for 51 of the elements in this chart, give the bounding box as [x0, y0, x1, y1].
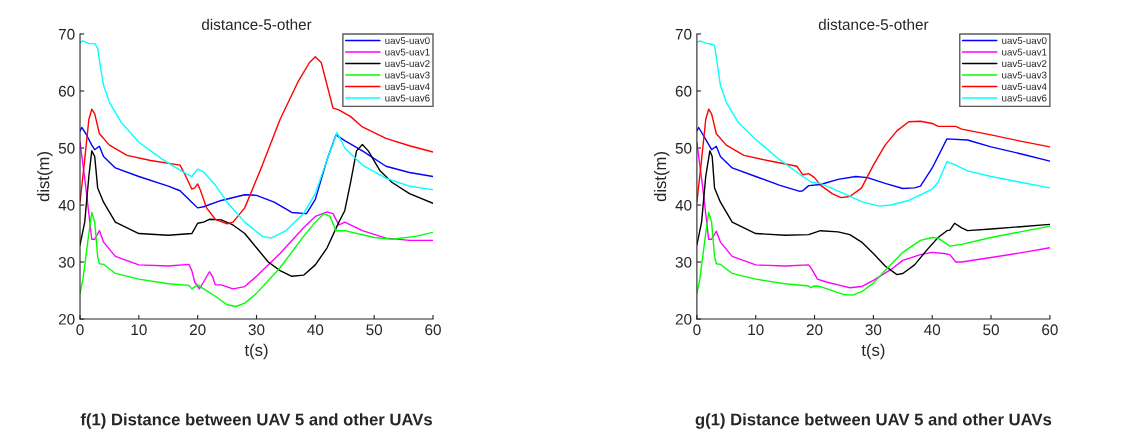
y-tick-label: 60 [675, 85, 692, 97]
legend-label: uav5-uav3 [385, 71, 430, 79]
line-series [80, 126, 433, 215]
y-tick-label: 50 [675, 142, 692, 154]
text: f(1) Distance between UAV 5 and other UAVs [80, 413, 432, 429]
legend-label: uav5-uav2 [1002, 60, 1047, 68]
legend-label: uav5-uav2 [385, 60, 430, 68]
text: g(1) Distance between UAV 5 and other UAVs [695, 413, 1052, 429]
y-axis-title: dist(m) [653, 152, 670, 202]
x-tick-label: 40 [924, 324, 941, 336]
y-tick-label: 40 [675, 199, 692, 211]
legend-label: uav5-uav1 [385, 48, 430, 56]
legend-label: uav5-uav3 [1002, 71, 1047, 79]
line-series [80, 56, 433, 225]
legend-label: uav5-uav1 [1002, 48, 1047, 56]
x-tick-label: 0 [693, 324, 701, 336]
y-tick-label: 30 [58, 256, 75, 268]
x-tick-label: 50 [983, 324, 999, 336]
x-tick-label: 10 [748, 324, 764, 336]
y-tick-label: 60 [58, 85, 75, 97]
y-axis-title: dist(m) [37, 152, 53, 202]
x-tick-label: 10 [131, 324, 147, 336]
x-tick-label: 40 [307, 324, 324, 336]
y-tick-label: 50 [58, 142, 75, 154]
y-tick-label: 40 [58, 199, 75, 211]
x-axis-title: t(s) [244, 343, 268, 360]
chart-title: distance-5-other [818, 18, 929, 30]
x-tick-label: 30 [248, 324, 265, 336]
chart-title: distance-5-other [201, 18, 312, 30]
legend-label: uav5-uav4 [385, 83, 430, 90]
legend-label: uav5-uav0 [1002, 37, 1047, 45]
y-tick-label: 30 [675, 256, 692, 268]
legend-label: uav5-uav6 [1002, 94, 1047, 102]
x-tick-label: 20 [806, 324, 823, 336]
y-tick-label: 70 [58, 28, 75, 40]
y-tick-label: 20 [58, 313, 75, 325]
x-tick-label: 60 [425, 324, 441, 336]
y-tick-label: 70 [675, 28, 692, 40]
legend-label: uav5-uav6 [385, 94, 430, 102]
line-series [80, 211, 433, 308]
legend-label: uav5-uav0 [385, 37, 430, 45]
x-tick-label: 30 [865, 324, 882, 336]
line-series [696, 211, 1050, 296]
legend-label: uav5-uav4 [1002, 83, 1047, 90]
x-tick-label: 60 [1042, 324, 1058, 336]
x-tick-label: 20 [189, 324, 206, 336]
x-tick-label: 0 [76, 324, 84, 336]
y-tick-label: 20 [675, 313, 692, 325]
x-axis-title: t(s) [861, 343, 885, 360]
x-tick-label: 50 [366, 324, 383, 336]
line-series [696, 126, 1050, 193]
